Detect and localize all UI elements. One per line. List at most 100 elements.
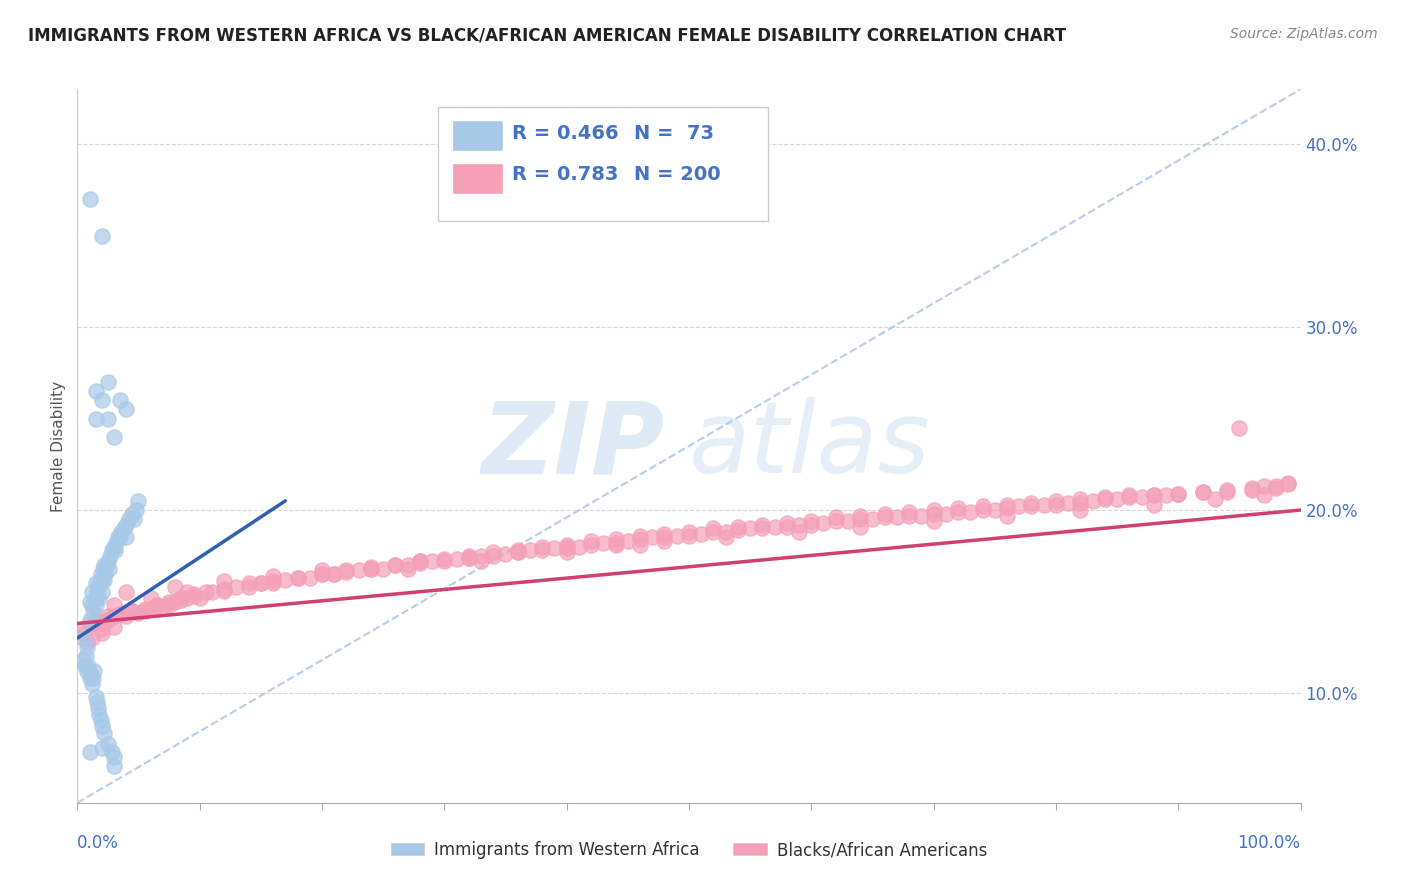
Point (152, 600, 174, 615)
Point (80, 598, 103, 612)
Point (311, 563, 333, 577)
Point (94, 567, 117, 582)
Point (335, 566, 357, 580)
Point (457, 550, 479, 565)
Point (495, 547, 517, 561)
Point (110, 524, 132, 539)
Point (409, 554, 432, 568)
Point (97, 554, 120, 568)
Point (898, 505, 921, 519)
Point (1154, 488, 1177, 502)
Point (1118, 488, 1140, 502)
Point (183, 587, 205, 601)
Point (212, 583, 235, 598)
Point (727, 519, 749, 533)
Point (347, 563, 370, 577)
Point (79, 613, 101, 627)
Point (433, 554, 456, 568)
Point (82, 604, 104, 618)
Point (80, 585, 103, 599)
Point (97, 613, 120, 627)
Point (83, 664, 105, 678)
Text: R = 0.466: R = 0.466 (512, 124, 619, 143)
Point (1191, 484, 1213, 499)
Point (800, 517, 823, 532)
Point (84, 384, 107, 398)
Point (763, 519, 786, 533)
Point (641, 531, 664, 545)
Point (298, 571, 321, 585)
Point (605, 533, 627, 547)
Point (122, 512, 145, 526)
Point (134, 602, 156, 616)
Point (90, 228, 112, 243)
Point (1265, 479, 1288, 493)
Point (103, 620, 125, 634)
Point (787, 517, 810, 532)
Point (79, 745, 101, 759)
Y-axis label: Female Disability: Female Disability (51, 380, 66, 512)
Point (506, 545, 529, 559)
Point (409, 556, 432, 570)
Point (1277, 475, 1299, 490)
Point (311, 567, 333, 582)
Point (776, 516, 799, 530)
Point (103, 609, 125, 624)
Point (176, 591, 198, 605)
Point (1069, 496, 1091, 510)
Text: N =  73: N = 73 (634, 124, 714, 143)
Point (1107, 491, 1129, 506)
Point (108, 531, 131, 545)
Point (84, 613, 107, 627)
Point (121, 604, 143, 618)
Point (1081, 494, 1104, 508)
Point (457, 549, 479, 563)
Point (134, 604, 156, 618)
Point (714, 531, 737, 545)
FancyBboxPatch shape (451, 162, 503, 194)
Point (96, 558, 118, 572)
Point (115, 531, 138, 545)
Point (82, 672, 104, 686)
Point (543, 541, 565, 556)
Point (80, 667, 103, 681)
Point (103, 750, 125, 764)
Point (98, 549, 121, 563)
Point (360, 559, 382, 574)
Point (170, 591, 193, 605)
Point (90, 616, 112, 631)
Point (93, 726, 115, 740)
Point (84, 591, 107, 605)
Point (873, 507, 896, 521)
Point (972, 500, 994, 514)
Point (935, 507, 957, 521)
Point (87, 700, 110, 714)
Point (262, 574, 284, 589)
Point (311, 567, 333, 582)
Point (654, 531, 676, 545)
Point (97, 411, 120, 425)
Point (678, 529, 700, 543)
Point (79, 594, 101, 608)
Point (84, 411, 107, 425)
Point (433, 552, 456, 566)
Point (115, 402, 138, 417)
Point (84, 576, 107, 591)
Point (506, 543, 529, 558)
Point (972, 503, 994, 517)
Point (849, 512, 872, 526)
Point (212, 574, 235, 589)
Point (250, 576, 273, 591)
Point (107, 531, 129, 545)
Point (165, 580, 187, 594)
Point (73, 658, 96, 673)
Text: IMMIGRANTS FROM WESTERN AFRICA VS BLACK/AFRICAN AMERICAN FEMALE DISABILITY CORRE: IMMIGRANTS FROM WESTERN AFRICA VS BLACK/… (28, 27, 1066, 45)
Point (1143, 488, 1166, 502)
Point (690, 526, 713, 541)
Point (384, 558, 406, 572)
Point (90, 622, 112, 636)
Point (1191, 484, 1213, 499)
Point (127, 494, 149, 508)
Legend: Immigrants from Western Africa, Blacks/African Americans: Immigrants from Western Africa, Blacks/A… (384, 835, 994, 866)
Point (1277, 477, 1299, 491)
